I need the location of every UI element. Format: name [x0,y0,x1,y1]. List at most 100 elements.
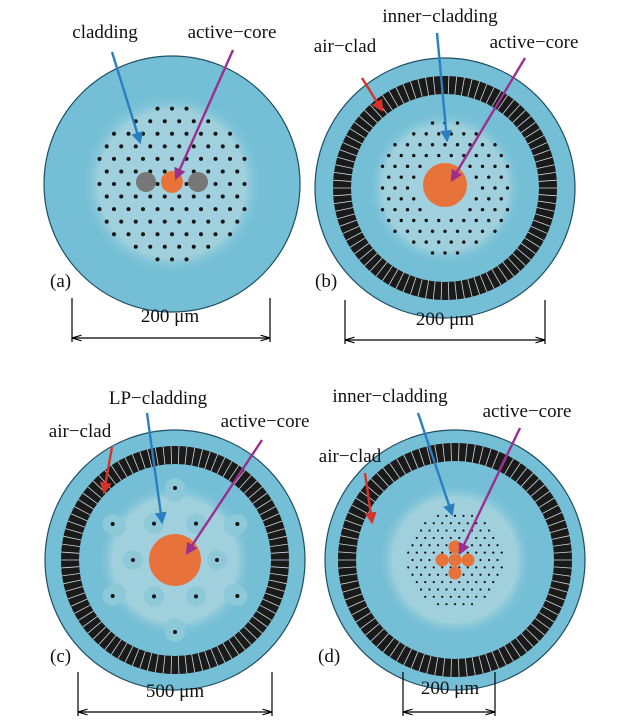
air-hole [428,544,430,546]
air-hole [479,559,481,561]
air-hole [170,257,174,261]
air-hole [199,207,203,211]
air-hole [496,574,498,576]
active-core [462,554,475,567]
air-hole [450,132,453,135]
air-hole [228,157,232,161]
air-hole [156,132,160,136]
air-hole [467,596,469,598]
air-hole [163,245,167,249]
air-hole [170,107,174,111]
air-hole [112,132,116,136]
air-hole [387,197,390,200]
air-hole [425,219,428,222]
air-hole [192,144,196,148]
air-hole [134,220,138,224]
air-hole [214,232,218,236]
air-hole [484,581,486,583]
air-hole [420,588,422,590]
air-hole [433,566,435,568]
air-hole [416,581,418,583]
air-hole [185,257,189,261]
air-hole [431,121,434,124]
air-hole [506,186,509,189]
air-hole [412,197,415,200]
air-hole [235,220,239,224]
air-hole [450,581,452,583]
air-hole [481,165,484,168]
air-hole [170,232,174,236]
air-hole [443,251,446,254]
air-hole [462,515,464,517]
air-hole [173,630,177,634]
air-hole [462,574,464,576]
air-hole [228,232,232,236]
air-hole [496,559,498,561]
air-hole [215,558,219,562]
air-hole [475,566,477,568]
air-hole [221,169,225,173]
air-hole [177,220,181,224]
air-hole [141,132,145,136]
air-hole [468,208,471,211]
air-hole [481,186,484,189]
air-hole [119,195,123,199]
air-hole [243,207,247,211]
active-core [449,554,462,567]
air-hole [437,219,440,222]
air-hole [467,522,469,524]
air-hole [454,529,456,531]
air-hole [468,165,471,168]
air-hole [481,230,484,233]
air-hole [437,529,439,531]
air-hole [431,230,434,233]
air-hole [416,566,418,568]
scale-label: 200 μm [141,306,199,327]
air-hole [185,232,189,236]
air-hole [393,230,396,233]
annotation-label: air−clad [319,446,382,467]
air-hole [488,529,490,531]
air-hole [471,515,473,517]
air-hole [501,552,503,554]
air-hole [235,594,239,598]
air-hole [467,566,469,568]
air-hole [475,596,477,598]
air-hole [141,207,145,211]
air-hole [450,240,453,243]
air-hole [424,566,426,568]
air-hole [445,574,447,576]
air-hole [105,144,109,148]
air-hole [221,195,225,199]
air-hole [112,182,116,186]
air-hole [163,195,167,199]
air-hole [199,157,203,161]
air-hole [148,144,152,148]
active-core [423,163,467,207]
stress-rod [188,172,208,192]
figure: claddingactive−core(a)200 μmair−cladinne… [0,0,632,722]
scale-label: 200 μm [416,309,474,330]
air-hole [445,544,447,546]
air-hole [441,522,443,524]
air-hole [454,588,456,590]
air-hole [163,119,167,123]
air-hole [412,132,415,135]
air-hole [119,144,123,148]
air-hole [484,522,486,524]
air-hole [148,220,152,224]
air-hole [199,132,203,136]
panel-letter: (b) [315,271,337,292]
air-hole [500,175,503,178]
air-hole [127,182,131,186]
air-hole [437,603,439,605]
scale-label: 200 μm [421,678,479,699]
air-hole [406,143,409,146]
air-hole [481,208,484,211]
air-hole [467,552,469,554]
fiber-panel [325,430,585,690]
air-hole [105,169,109,173]
air-hole [425,240,428,243]
annotation-label: active−core [483,401,572,422]
air-hole [431,143,434,146]
